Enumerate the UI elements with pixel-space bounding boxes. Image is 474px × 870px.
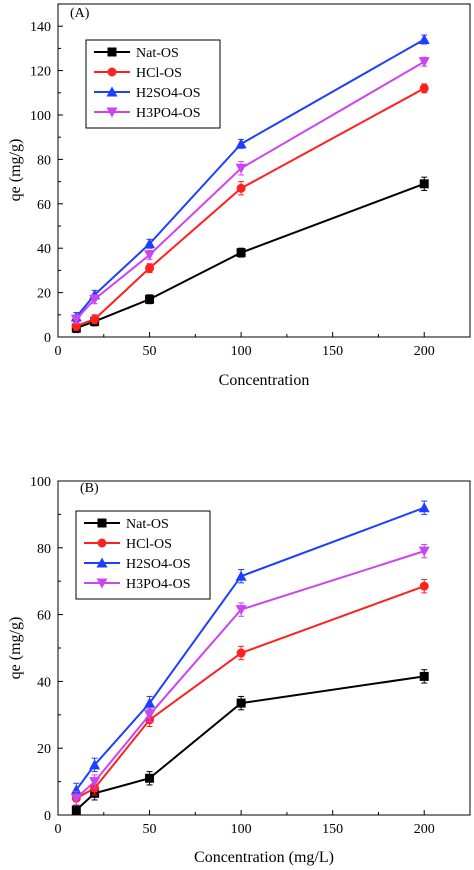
y-tick-label: 100 — [30, 475, 51, 490]
legend-marker — [96, 578, 108, 589]
y-tick-label: 20 — [37, 742, 51, 757]
y-tick-label: 20 — [37, 287, 51, 302]
data-point — [144, 710, 156, 721]
y-tick-label: 40 — [37, 675, 51, 690]
data-point — [145, 773, 155, 783]
legend-marker — [107, 47, 117, 57]
data-point — [419, 83, 429, 93]
plot-frame — [57, 3, 471, 338]
legend-label: H2SO4-OS — [136, 86, 201, 101]
x-tick-label: 100 — [231, 822, 252, 837]
y-tick-label: 100 — [30, 109, 51, 124]
series-line — [75, 182, 425, 330]
x-tick-label: 50 — [143, 344, 157, 359]
y-tick-label: 140 — [30, 20, 51, 35]
data-point — [144, 238, 156, 249]
series-line — [75, 675, 425, 811]
legend-label: H2SO4-OS — [126, 557, 191, 572]
y-tick-label: 80 — [37, 153, 51, 168]
legend-marker — [97, 538, 107, 548]
legend-label: H3PO4-OS — [126, 577, 191, 592]
data-point — [419, 581, 429, 591]
data-point — [236, 648, 246, 658]
y-tick-label: 0 — [44, 809, 51, 824]
y-tick-label: 80 — [37, 542, 51, 557]
series-line — [75, 585, 425, 800]
data-point — [419, 671, 429, 681]
y-axis-label: qe (mg/g) — [7, 139, 24, 202]
legend-label: Nat-OS — [136, 46, 179, 61]
y-tick-label: 120 — [30, 65, 51, 80]
x-tick-label: 50 — [143, 822, 157, 837]
legend-label: HCl-OS — [126, 537, 172, 552]
data-point — [90, 314, 100, 324]
panel-label: (A) — [70, 6, 90, 21]
data-point — [418, 34, 430, 45]
data-point — [70, 314, 82, 325]
data-point — [235, 605, 247, 616]
y-tick-label: 40 — [37, 242, 51, 257]
x-axis-label: Concentration — [219, 372, 310, 389]
y-tick-label: 60 — [37, 198, 51, 213]
data-point — [419, 179, 429, 189]
data-point — [236, 698, 246, 708]
x-tick-label: 200 — [414, 822, 435, 837]
data-point — [145, 263, 155, 273]
legend: Nat-OS HCl-OS H2SO4-OS H3PO4-OS — [85, 39, 221, 129]
data-point — [89, 759, 101, 770]
chart-panel-b: 0 50 100 150 200 0 20 40 60 80 100 Nat-OS HCl-OS H2S… — [7, 475, 471, 866]
x-axis-label: Concentration (mg/L) — [194, 849, 334, 866]
legend-marker — [96, 557, 108, 568]
data-point — [235, 163, 247, 174]
legend-label: HCl-OS — [136, 66, 182, 81]
x-tick-label: 200 — [414, 344, 435, 359]
y-axis-label: qe (mg/g) — [7, 617, 24, 680]
data-point — [418, 546, 430, 557]
legend-marker — [107, 67, 117, 77]
plot-marks: 0 50 100 150 200 0 20 40 60 80 100 — [30, 475, 435, 837]
data-point — [236, 248, 246, 258]
legend-label: Nat-OS — [126, 517, 169, 532]
legend-marker — [106, 86, 118, 97]
data-point — [418, 57, 430, 68]
legend: Nat-OS HCl-OS H2SO4-OS H3PO4-OS — [75, 510, 211, 600]
data-point — [236, 183, 246, 193]
data-point — [145, 294, 155, 304]
x-tick-label: 0 — [55, 822, 62, 837]
legend-marker — [97, 518, 107, 528]
data-point — [144, 697, 156, 708]
panel-label: (B) — [80, 481, 99, 496]
data-point — [89, 294, 101, 305]
chart-panel-a: 0 50 100 150 200 0 20 40 60 80 100 120 140 Nat-OS HCl… — [7, 3, 471, 389]
y-tick-label: 0 — [44, 331, 51, 346]
x-tick-label: 100 — [231, 344, 252, 359]
data-point — [71, 805, 81, 815]
data-point — [235, 570, 247, 581]
x-tick-label: 0 — [55, 344, 62, 359]
data-point — [89, 777, 101, 788]
legend-label: H3PO4-OS — [136, 106, 201, 121]
x-tick-label: 150 — [322, 344, 343, 359]
legend-marker — [106, 107, 118, 118]
x-tick-label: 150 — [322, 822, 343, 837]
data-point — [235, 138, 247, 149]
data-point — [70, 793, 82, 804]
data-point — [418, 502, 430, 513]
y-tick-label: 60 — [37, 609, 51, 624]
data-point — [144, 250, 156, 261]
plot-marks: 0 50 100 150 200 0 20 40 60 80 100 120 140 — [30, 3, 435, 359]
